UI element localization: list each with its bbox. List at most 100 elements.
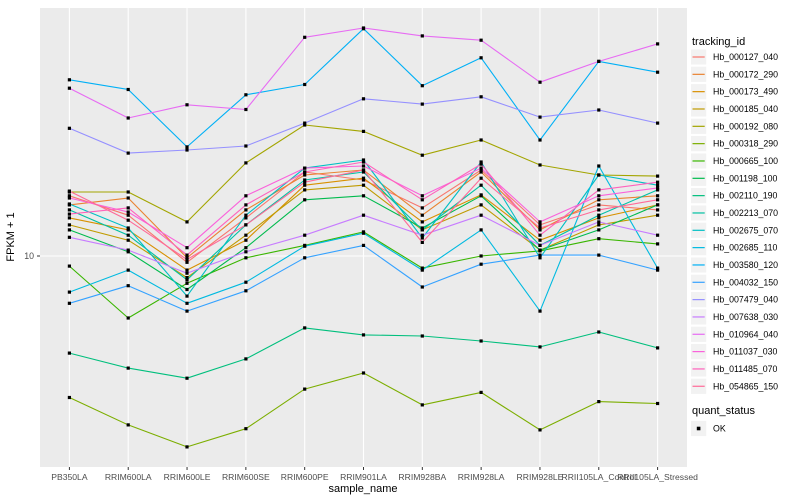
data-point	[420, 228, 424, 232]
data-point	[479, 160, 483, 164]
data-point	[185, 253, 189, 257]
data-point	[656, 121, 660, 125]
data-point	[656, 233, 660, 237]
data-point	[126, 248, 130, 252]
x-tick-label: RRIM600LA	[105, 472, 152, 482]
data-point	[479, 194, 483, 198]
data-point	[126, 213, 130, 217]
data-point	[303, 233, 307, 237]
data-point	[67, 351, 71, 355]
data-point	[420, 102, 424, 106]
data-point	[244, 144, 248, 148]
data-point	[420, 213, 424, 217]
data-point	[538, 233, 542, 237]
legend-entry-label: Hb_000192_080	[713, 121, 778, 131]
data-point	[479, 213, 483, 217]
x-tick-label: RRIM901LA	[340, 472, 387, 482]
x-tick-label: RRIM928LE	[517, 472, 564, 482]
data-point	[479, 176, 483, 180]
data-point	[656, 188, 660, 192]
data-point	[361, 194, 366, 198]
data-point	[185, 220, 189, 224]
data-point	[244, 93, 248, 97]
legend-entry-Hb_002213_070: Hb_002213_070	[691, 205, 778, 221]
y-axis-title: FPKM + 1	[5, 212, 17, 261]
data-point	[303, 173, 307, 177]
data-point	[244, 246, 248, 250]
data-point	[538, 256, 542, 260]
data-point	[656, 42, 660, 46]
data-point	[303, 387, 307, 391]
data-point	[538, 428, 542, 432]
data-point	[656, 203, 660, 207]
data-point	[656, 180, 660, 184]
data-point	[597, 220, 601, 224]
data-point	[67, 216, 71, 220]
data-point	[656, 194, 660, 198]
data-point	[597, 330, 601, 334]
data-point	[185, 376, 189, 380]
data-point	[538, 138, 542, 142]
data-point	[479, 203, 483, 207]
data-point	[126, 87, 130, 92]
data-point	[479, 170, 483, 174]
data-point	[361, 26, 366, 30]
data-point	[303, 170, 307, 174]
data-point	[303, 183, 307, 187]
data-point	[244, 289, 248, 293]
data-point	[597, 194, 601, 198]
data-point	[244, 427, 248, 431]
data-point	[67, 196, 71, 200]
x-tick-label: RRII105LA_Control	[562, 472, 637, 482]
legend-entry-label: Hb_011485_070	[713, 364, 778, 374]
data-point	[479, 390, 483, 394]
data-point	[303, 35, 307, 39]
data-point	[656, 198, 660, 202]
data-point	[361, 231, 366, 235]
legend-entry-label: Hb_002110_190	[713, 191, 778, 201]
legend-entry-Hb_001198_100: Hb_001198_100	[691, 170, 778, 186]
data-point	[656, 242, 660, 246]
legend-entry-Hb_000192_080: Hb_000192_080	[691, 118, 778, 134]
data-point	[244, 208, 248, 212]
data-point	[185, 276, 189, 280]
data-point	[361, 243, 366, 247]
data-point	[420, 266, 424, 270]
data-point	[479, 262, 483, 266]
x-tick-label: RRIM600LE	[164, 472, 211, 482]
data-point	[656, 174, 660, 178]
legend-entry-label: Hb_000318_290	[713, 139, 778, 149]
x-tick-label: RRIM600PE	[281, 472, 329, 482]
legend: Hb_000127_040 Hb_000172_290 Hb_000173_490 H…	[691, 49, 778, 437]
data-point	[244, 107, 248, 112]
axis-layer: PB350LA RRIM600LA RRIM600LE RRIM600SE RRIM60…	[24, 251, 698, 482]
legend-entry-label: Hb_011037_030	[713, 347, 778, 357]
data-point	[420, 334, 424, 338]
x-tick-label: RRII105LA_Stressed	[617, 472, 698, 482]
data-point	[126, 210, 130, 214]
legend-entry-label: OK	[713, 424, 726, 434]
data-point	[420, 285, 424, 289]
data-point	[420, 194, 424, 198]
legend-entry-label: Hb_002213_070	[713, 208, 778, 218]
data-point	[479, 162, 483, 166]
legend-entry-label: Hb_000665_100	[713, 156, 778, 166]
data-point	[656, 213, 660, 217]
data-point	[538, 309, 542, 313]
legend-entry-label: Hb_000185_040	[713, 104, 778, 114]
data-point	[185, 278, 189, 282]
legend-entry-Hb_010964_040: Hb_010964_040	[691, 326, 778, 342]
data-point	[185, 257, 189, 262]
data-point	[67, 235, 71, 239]
data-point	[479, 56, 483, 60]
data-point	[361, 168, 366, 172]
data-point	[361, 160, 366, 164]
data-point	[244, 256, 248, 260]
data-point	[597, 108, 601, 112]
data-point	[656, 186, 660, 190]
data-point	[303, 244, 307, 248]
legend-entry-label: Hb_002685_110	[713, 243, 778, 253]
data-point	[126, 423, 130, 427]
data-point	[126, 218, 130, 222]
